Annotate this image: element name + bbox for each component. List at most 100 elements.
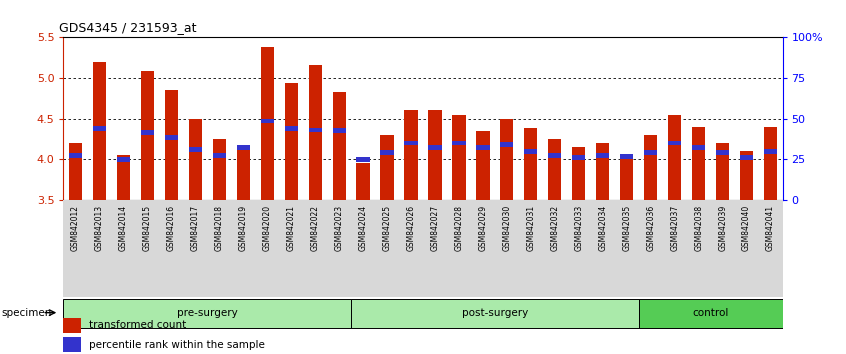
Text: GSM842019: GSM842019 xyxy=(239,205,248,251)
Bar xyxy=(668,141,681,145)
Text: post-surgery: post-surgery xyxy=(462,308,528,318)
Text: GSM842031: GSM842031 xyxy=(526,205,536,251)
Bar xyxy=(165,90,178,200)
Text: GDS4345 / 231593_at: GDS4345 / 231593_at xyxy=(59,21,197,34)
Bar xyxy=(716,150,729,155)
Bar xyxy=(639,299,783,328)
Text: GSM842020: GSM842020 xyxy=(263,205,272,251)
Bar xyxy=(500,119,514,200)
Bar xyxy=(525,149,537,154)
Bar xyxy=(284,83,298,200)
Bar xyxy=(63,337,81,352)
Text: GSM842022: GSM842022 xyxy=(310,205,320,251)
Bar xyxy=(572,155,585,160)
Bar xyxy=(69,143,82,200)
Bar xyxy=(93,126,106,131)
Bar xyxy=(284,126,298,131)
Bar xyxy=(620,155,634,200)
Text: GSM842016: GSM842016 xyxy=(167,205,176,251)
Text: GSM842023: GSM842023 xyxy=(335,205,343,251)
Bar xyxy=(692,145,706,149)
Bar xyxy=(356,157,370,162)
Bar xyxy=(212,153,226,158)
Text: GSM842030: GSM842030 xyxy=(503,205,511,251)
Bar xyxy=(476,145,490,149)
Bar xyxy=(165,135,178,140)
Bar xyxy=(428,110,442,200)
Bar xyxy=(740,155,753,160)
Bar xyxy=(716,143,729,200)
Text: GSM842015: GSM842015 xyxy=(143,205,151,251)
Bar xyxy=(596,153,609,158)
Text: GSM842033: GSM842033 xyxy=(574,205,583,251)
Text: pre-surgery: pre-surgery xyxy=(177,308,238,318)
Text: GSM842040: GSM842040 xyxy=(742,205,751,251)
Bar xyxy=(596,143,609,200)
Bar xyxy=(117,157,130,162)
Text: GSM842032: GSM842032 xyxy=(551,205,559,251)
Bar xyxy=(237,149,250,200)
Text: GSM842024: GSM842024 xyxy=(359,205,367,251)
Text: percentile rank within the sample: percentile rank within the sample xyxy=(89,339,265,350)
Bar xyxy=(668,115,681,200)
Bar xyxy=(69,153,82,158)
Bar xyxy=(692,127,706,200)
Text: GSM842013: GSM842013 xyxy=(95,205,104,251)
Bar xyxy=(740,151,753,200)
Text: GSM842041: GSM842041 xyxy=(766,205,775,251)
Text: GSM842018: GSM842018 xyxy=(215,205,223,251)
Bar xyxy=(620,154,634,159)
Text: GSM842039: GSM842039 xyxy=(718,205,727,251)
Bar xyxy=(453,141,465,145)
Text: specimen: specimen xyxy=(2,308,52,318)
Bar xyxy=(351,299,639,328)
Bar xyxy=(189,147,202,152)
Bar xyxy=(404,110,418,200)
Bar xyxy=(525,129,537,200)
Text: GSM842037: GSM842037 xyxy=(670,205,679,251)
Text: GSM842014: GSM842014 xyxy=(119,205,128,251)
Bar xyxy=(453,115,465,200)
Bar xyxy=(237,145,250,149)
Text: GSM842012: GSM842012 xyxy=(71,205,80,251)
Bar xyxy=(572,147,585,200)
Bar xyxy=(548,139,562,200)
Text: GSM842021: GSM842021 xyxy=(287,205,295,251)
Bar xyxy=(428,145,442,149)
Bar xyxy=(356,163,370,200)
Text: control: control xyxy=(693,308,728,318)
Bar xyxy=(189,119,202,200)
Bar xyxy=(309,127,321,132)
Bar xyxy=(644,135,657,200)
Bar xyxy=(476,131,490,200)
Bar xyxy=(381,150,393,155)
Bar xyxy=(644,150,657,155)
Bar xyxy=(548,153,562,158)
Text: GSM842017: GSM842017 xyxy=(191,205,200,251)
Text: GSM842036: GSM842036 xyxy=(646,205,655,251)
Bar xyxy=(212,139,226,200)
Bar xyxy=(93,62,106,200)
Text: GSM842027: GSM842027 xyxy=(431,205,439,251)
Bar xyxy=(381,135,393,200)
Bar xyxy=(63,299,351,328)
Bar xyxy=(309,65,321,200)
Bar xyxy=(764,149,777,154)
Text: transformed count: transformed count xyxy=(89,320,186,330)
Bar xyxy=(500,142,514,147)
Bar xyxy=(332,129,346,133)
Bar xyxy=(63,318,81,333)
Text: GSM842025: GSM842025 xyxy=(382,205,392,251)
Text: GSM842026: GSM842026 xyxy=(407,205,415,251)
Bar xyxy=(332,92,346,200)
Text: GSM842034: GSM842034 xyxy=(598,205,607,251)
Bar xyxy=(404,141,418,145)
Text: GSM842028: GSM842028 xyxy=(454,205,464,251)
Bar xyxy=(140,72,154,200)
Text: GSM842029: GSM842029 xyxy=(479,205,487,251)
Bar xyxy=(261,47,274,200)
Bar xyxy=(117,155,130,200)
Bar xyxy=(140,130,154,135)
Text: GSM842035: GSM842035 xyxy=(623,205,631,251)
Text: GSM842038: GSM842038 xyxy=(695,205,703,251)
